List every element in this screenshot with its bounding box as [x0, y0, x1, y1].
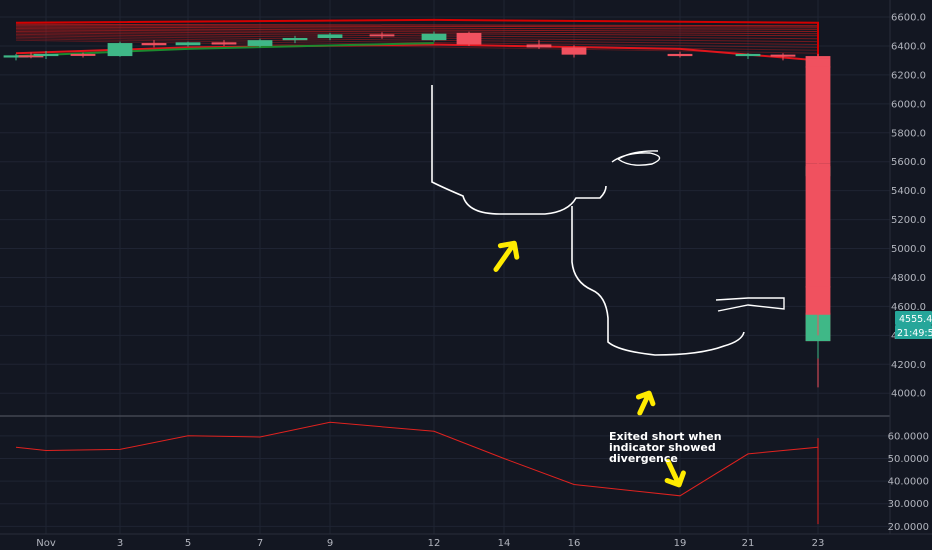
- y-tick-label: 6200.0: [891, 70, 926, 81]
- x-tick-label: 21: [742, 538, 755, 549]
- y-tick-label: 5000.0: [891, 244, 926, 255]
- candle: [247, 38, 273, 48]
- x-tick-label: 14: [498, 538, 511, 549]
- candle: [107, 41, 133, 57]
- x-tick-label: 5: [185, 538, 191, 549]
- x-tick-label: 7: [257, 538, 263, 549]
- candle-body: [175, 42, 201, 46]
- annotation-line-3: divergence: [609, 452, 678, 465]
- hand-drawings: [431, 85, 785, 356]
- y-tick-label: 5800.0: [891, 128, 926, 139]
- oscillator-tick-label: 50.0000: [888, 454, 929, 465]
- drawn-arrowhead-right: [715, 297, 785, 312]
- candle: [805, 306, 831, 336]
- candle: [561, 45, 587, 58]
- candle-body: [805, 312, 831, 315]
- candle-body: [3, 55, 29, 58]
- x-tick-label: 16: [568, 538, 581, 549]
- candle: [456, 31, 482, 46]
- x-tick-label: 19: [674, 538, 687, 549]
- time-axis[interactable]: Nov 3 5 7 9 12 14 16 19 21 23: [36, 538, 824, 549]
- candle-body: [805, 58, 831, 68]
- oscillator-tick-label: 60.0000: [888, 431, 929, 442]
- drawn-curve-left: [431, 85, 607, 215]
- candle-body: [282, 38, 308, 41]
- oscillator-tick-label: 40.0000: [888, 477, 929, 488]
- candle: [421, 31, 447, 42]
- countdown-badge: 21:49:59: [895, 325, 932, 339]
- candle-body: [526, 44, 552, 48]
- candle-body: [70, 53, 96, 56]
- candle: [526, 40, 552, 49]
- oscillator-tick-label: 30.0000: [888, 499, 929, 510]
- candle: [211, 40, 237, 46]
- candle: [317, 32, 343, 41]
- candle: [369, 32, 395, 39]
- y-tick-label: 5600.0: [891, 157, 926, 168]
- drawn-scribble-top: [611, 150, 661, 166]
- candle-body: [107, 43, 133, 57]
- candle: [33, 51, 59, 59]
- y-tick-label: 4800.0: [891, 273, 926, 284]
- candlestick-series: [3, 31, 831, 388]
- oscillator-axis[interactable]: 20.0000 30.0000 40.0000 50.0000 60.0000: [888, 431, 929, 533]
- candle-body: [561, 47, 587, 55]
- x-tick-label: 23: [812, 538, 825, 549]
- x-tick-label: 9: [327, 538, 333, 549]
- y-tick-label: 6600.0: [891, 13, 926, 24]
- candle: [735, 53, 761, 59]
- candle-body: [805, 66, 831, 164]
- candle-body: [141, 43, 167, 46]
- candle-body: [369, 34, 395, 37]
- candle-body: [667, 53, 693, 57]
- candle: [667, 51, 693, 58]
- candle: [805, 64, 831, 171]
- candle: [175, 41, 201, 47]
- yellow-arrow-icon: [493, 240, 520, 272]
- x-tick-label: 3: [117, 538, 123, 549]
- oscillator-line: [15, 421, 819, 525]
- drawn-curve-right: [571, 206, 745, 356]
- x-tick-label: Nov: [36, 538, 56, 549]
- candle: [3, 53, 29, 61]
- candle-body: [735, 53, 761, 57]
- y-tick-label: 6400.0: [891, 41, 926, 52]
- candle: [70, 52, 96, 58]
- y-tick-label: 5200.0: [891, 215, 926, 226]
- candle-body: [317, 34, 343, 38]
- y-tick-label: 6000.0: [891, 99, 926, 110]
- candle-body: [770, 54, 796, 57]
- oscillator-tick-label: 20.0000: [888, 522, 929, 533]
- candle-body: [456, 32, 482, 45]
- ema-slow-line: [15, 18, 819, 64]
- y-tick-label: 4000.0: [891, 389, 926, 400]
- x-tick-label: 12: [428, 538, 441, 549]
- candle: [770, 53, 796, 61]
- candle-body: [247, 40, 273, 46]
- annotation-line-2: indicator showed: [609, 441, 716, 454]
- candle: [282, 35, 308, 44]
- candle-body: [33, 53, 59, 57]
- y-tick-label: 5400.0: [891, 186, 926, 197]
- yellow-arrow-icon: [635, 390, 656, 416]
- candle-body: [211, 42, 237, 45]
- countdown-label: 21:49:59: [897, 328, 932, 339]
- y-tick-label: 4200.0: [891, 360, 926, 371]
- annotation-line-1: Exited short when: [609, 430, 722, 443]
- last-price-label: 4555.4: [899, 314, 932, 325]
- grid-lines: [0, 0, 890, 534]
- candle-body: [421, 33, 447, 41]
- y-tick-label: 4600.0: [891, 302, 926, 313]
- candle: [18, 52, 44, 59]
- yellow-arrow-icon: [664, 458, 686, 488]
- last-price-badge: 4555.4: [895, 311, 932, 325]
- candle: [141, 40, 167, 48]
- candle-body: [18, 55, 44, 58]
- ema-green-line: [15, 42, 435, 58]
- yellow-arrows: [493, 240, 686, 488]
